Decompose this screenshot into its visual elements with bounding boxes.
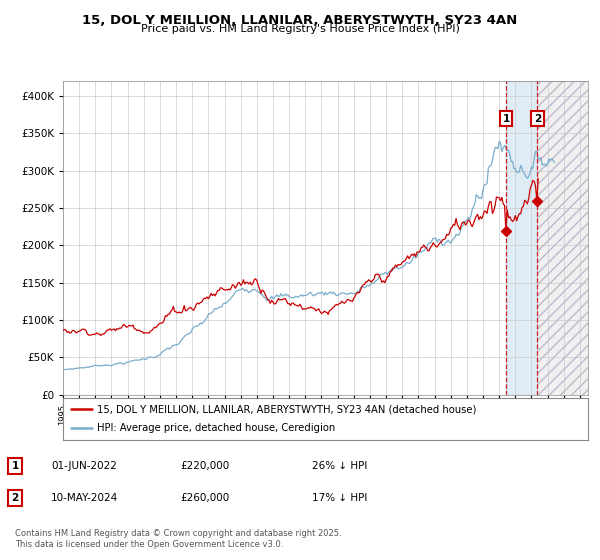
Text: 2: 2 bbox=[11, 493, 19, 503]
Text: £220,000: £220,000 bbox=[180, 461, 229, 471]
Bar bbox=[538, 81, 588, 395]
Text: 2: 2 bbox=[534, 114, 541, 124]
Text: 10-MAY-2024: 10-MAY-2024 bbox=[51, 493, 118, 503]
Text: 15, DOL Y MEILLION, LLANILAR, ABERYSTWYTH, SY23 4AN (detached house): 15, DOL Y MEILLION, LLANILAR, ABERYSTWYT… bbox=[97, 404, 476, 414]
Text: 01-JUN-2022: 01-JUN-2022 bbox=[51, 461, 117, 471]
Text: HPI: Average price, detached house, Ceredigion: HPI: Average price, detached house, Cere… bbox=[97, 423, 335, 433]
Text: 15, DOL Y MEILLION, LLANILAR, ABERYSTWYTH, SY23 4AN: 15, DOL Y MEILLION, LLANILAR, ABERYSTWYT… bbox=[82, 14, 518, 27]
Text: £260,000: £260,000 bbox=[180, 493, 229, 503]
Text: Price paid vs. HM Land Registry's House Price Index (HPI): Price paid vs. HM Land Registry's House … bbox=[140, 24, 460, 34]
Text: Contains HM Land Registry data © Crown copyright and database right 2025.
This d: Contains HM Land Registry data © Crown c… bbox=[15, 529, 341, 549]
Text: 1: 1 bbox=[502, 114, 509, 124]
Text: 26% ↓ HPI: 26% ↓ HPI bbox=[312, 461, 367, 471]
Text: 1: 1 bbox=[11, 461, 19, 471]
Text: 17% ↓ HPI: 17% ↓ HPI bbox=[312, 493, 367, 503]
Bar bbox=[506, 81, 538, 395]
Bar bbox=[538, 81, 588, 395]
